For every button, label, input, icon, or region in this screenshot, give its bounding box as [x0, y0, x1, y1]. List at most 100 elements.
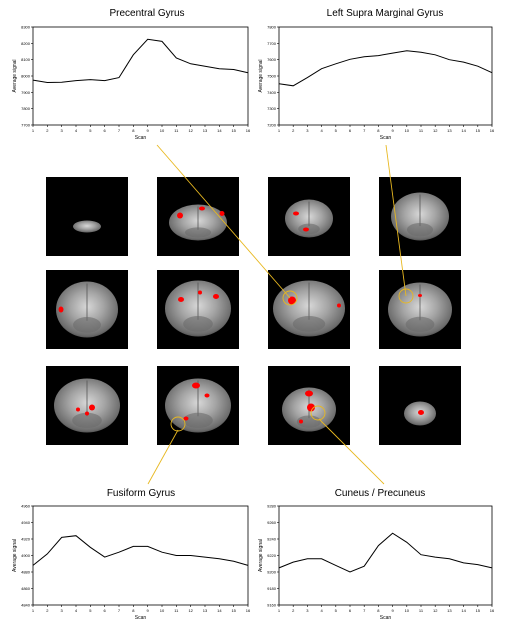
activation-spot — [85, 411, 89, 416]
x-tick-label: 15 — [476, 128, 481, 133]
x-tick-label: 1 — [278, 608, 281, 613]
activation-spot — [307, 403, 315, 412]
x-tick-label: 12 — [433, 608, 438, 613]
x-tick-label: 6 — [349, 128, 352, 133]
callout-line-fusiform — [147, 429, 179, 485]
y-tick-label: 7800 — [267, 25, 277, 30]
brain-lower-region — [72, 412, 102, 428]
brain-slice — [268, 270, 350, 349]
x-tick-label: 14 — [461, 128, 466, 133]
x-tick-label: 6 — [104, 128, 107, 133]
activation-spot — [293, 211, 299, 216]
activation-spot — [305, 390, 313, 397]
x-tick-label: 11 — [419, 128, 424, 133]
x-tick-label: 2 — [292, 608, 295, 613]
callout-annotations — [147, 144, 414, 485]
x-tick-label: 13 — [203, 128, 208, 133]
x-tick-label: 12 — [433, 128, 438, 133]
y-tick-label: 8300 — [21, 25, 31, 30]
x-tick-label: 3 — [61, 128, 64, 133]
plot-title: Precentral Gyrus — [109, 8, 184, 19]
brain-slice — [157, 177, 239, 256]
x-tick-label: 4 — [75, 128, 78, 133]
activation-spot — [303, 227, 309, 232]
callout-circle-supramarginal — [398, 288, 414, 304]
activation-spot — [199, 206, 205, 211]
x-tick-label: 7 — [118, 128, 121, 133]
y-tick-label: 8200 — [21, 41, 31, 46]
x-tick-label: 7 — [363, 608, 366, 613]
brain-slice — [268, 177, 350, 256]
x-tick-label: 8 — [132, 128, 135, 133]
activation-spot — [58, 306, 64, 313]
brain-slice — [379, 366, 461, 445]
x-axis-label: Scan — [135, 135, 147, 141]
signal-line — [32, 535, 249, 566]
brain-lower-region — [406, 222, 434, 237]
y-tick-label: 4880 — [21, 570, 31, 575]
signal-line — [32, 38, 249, 84]
activation-spot — [299, 419, 303, 424]
plot-title: Fusiform Gyrus — [107, 488, 175, 499]
brain-lower-region — [73, 317, 101, 333]
y-tick-label: 9180 — [267, 586, 277, 591]
x-tick-label: 15 — [231, 128, 236, 133]
y-tick-label: 4940 — [21, 520, 31, 525]
callout-line-cuneus — [318, 418, 385, 485]
activation-spot — [204, 393, 210, 398]
activation-spot — [213, 294, 219, 299]
x-tick-label: 2 — [292, 128, 295, 133]
y-tick-label: 9160 — [267, 603, 277, 608]
y-tick-label: 4840 — [21, 603, 31, 608]
x-tick-label: 15 — [231, 608, 236, 613]
x-tick-label: 13 — [203, 608, 208, 613]
plot-frame — [278, 26, 493, 126]
brain-lower-region — [292, 316, 326, 332]
brain-lower-region — [298, 223, 320, 235]
x-tick-label: 16 — [490, 128, 495, 133]
brain-tissue — [73, 220, 101, 233]
x-tick-label: 14 — [217, 128, 222, 133]
y-tick-label: 9260 — [267, 520, 277, 525]
x-tick-label: 16 — [490, 608, 495, 613]
x-tick-label: 14 — [461, 608, 466, 613]
y-tick-label: 4900 — [21, 553, 31, 558]
x-tick-label: 11 — [419, 608, 424, 613]
y-axis-label: Average signal — [12, 539, 18, 572]
x-tick-label: 16 — [246, 608, 251, 613]
plot-title: Left Supra Marginal Gyrus — [327, 8, 444, 19]
callout-circle-precentral — [282, 290, 298, 306]
activation-spot — [89, 404, 95, 411]
brain-slice — [157, 270, 239, 349]
x-tick-label: 9 — [391, 128, 394, 133]
y-tick-label: 7500 — [267, 74, 277, 79]
x-tick-label: 5 — [89, 608, 92, 613]
x-tick-label: 2 — [46, 128, 49, 133]
callout-line-supramarginal — [385, 144, 407, 297]
x-tick-label: 13 — [447, 128, 452, 133]
x-tick-label: 9 — [391, 608, 394, 613]
y-axis-label: Average signal — [12, 60, 18, 93]
y-tick-label: 4960 — [21, 504, 31, 509]
y-tick-label: 7700 — [267, 41, 277, 46]
y-axis-label: Average signal — [258, 539, 264, 572]
activation-spot — [219, 211, 225, 216]
x-tick-label: 8 — [377, 128, 380, 133]
y-tick-label: 9240 — [267, 537, 277, 542]
x-tick-label: 3 — [306, 608, 309, 613]
plot-cuneus-precuneus: Cuneus / Precuneus 1 2 3 4 5 6 7 8 9 10 11 12 13 14 15… — [258, 488, 495, 621]
activation-spot — [178, 297, 184, 302]
y-tick-label: 7200 — [267, 123, 277, 128]
x-tick-label: 16 — [246, 128, 251, 133]
y-tick-label: 7600 — [267, 57, 277, 62]
x-axis-label: Scan — [380, 615, 392, 621]
activation-spot — [177, 212, 183, 219]
x-axis-label: Scan — [135, 615, 147, 621]
y-axis-label: Average signal — [258, 60, 264, 93]
brain-lower-region — [183, 316, 213, 332]
y-tick-label: 7400 — [267, 90, 277, 95]
x-tick-label: 6 — [349, 608, 352, 613]
plot-fusiform-gyrus: Fusiform Gyrus 1 2 3 4 5 6 7 8 9 10 11 12 13 14 15 1649… — [12, 488, 251, 621]
x-tick-label: 1 — [32, 608, 35, 613]
x-tick-label: 13 — [447, 608, 452, 613]
